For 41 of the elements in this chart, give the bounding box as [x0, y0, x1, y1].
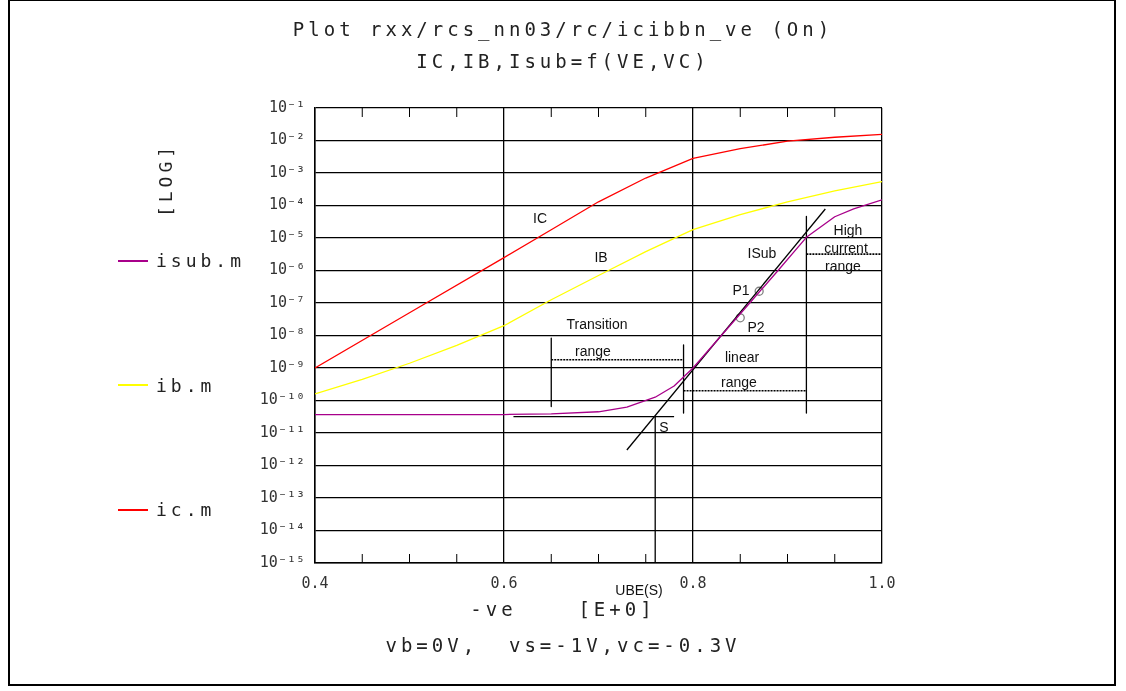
y-tick-label: 10⁻⁷: [268, 292, 305, 311]
y-tick-label: 10⁻¹³: [259, 487, 305, 506]
legend-label: ib.m: [156, 374, 216, 396]
annotation: IC: [533, 210, 547, 226]
annotation: ISub: [747, 245, 777, 261]
annotation: current: [824, 240, 868, 256]
text: UBE(S): [615, 582, 663, 598]
annotation: range: [825, 258, 861, 274]
annotation: linear: [724, 349, 760, 365]
x-tick-label: 1.0: [868, 573, 896, 592]
y-tick-label: 10⁻⁹: [268, 357, 305, 376]
y-tick-label: 10⁻¹²: [259, 455, 305, 474]
y-tick-label: 10⁻¹: [268, 97, 305, 116]
text: vb=0V, vs=-1V,vc=-0.3V: [384, 634, 742, 656]
annotation: High: [833, 222, 863, 238]
legend-label: isub.m: [156, 250, 246, 271]
y-tick-label: 10⁻⁵: [268, 227, 305, 246]
annotation: P1: [732, 282, 750, 298]
y-tick-label: 10⁻¹⁵: [259, 552, 305, 571]
x-axis-title: -ve [E+0]: [469, 598, 657, 620]
text: [LOG]: [155, 141, 177, 220]
chart-subtitle: IC,IB,Isub=f(VE,VC): [415, 50, 711, 72]
annotation: range: [575, 343, 611, 359]
y-tick-label: 10⁻⁴: [268, 195, 305, 214]
x-tick-label: 0.8: [679, 573, 707, 592]
y-tick-label: 10⁻¹⁴: [259, 520, 305, 539]
annotation: Transition: [566, 316, 628, 332]
chart-title: Plot rxx/rcs_nn03/rc/icibbn_ve (On): [291, 18, 835, 40]
x-tick-label: 0.4: [301, 573, 329, 592]
legend-label: ic.m: [156, 499, 216, 520]
y-tick-label: 10⁻¹⁰: [259, 390, 305, 409]
annotation: IB: [594, 249, 608, 265]
y-tick-label: 10⁻⁸: [268, 325, 305, 344]
annotation: P2: [747, 319, 765, 335]
y-tick-label: 10⁻¹¹: [259, 422, 305, 441]
annotation: S: [659, 419, 669, 435]
y-tick-label: 10⁻³: [268, 162, 305, 181]
y-tick-label: 10⁻²: [268, 130, 305, 149]
y-tick-label: 10⁻⁶: [268, 260, 305, 279]
annotation: range: [721, 374, 757, 390]
x-tick-label: 0.6: [490, 573, 518, 592]
